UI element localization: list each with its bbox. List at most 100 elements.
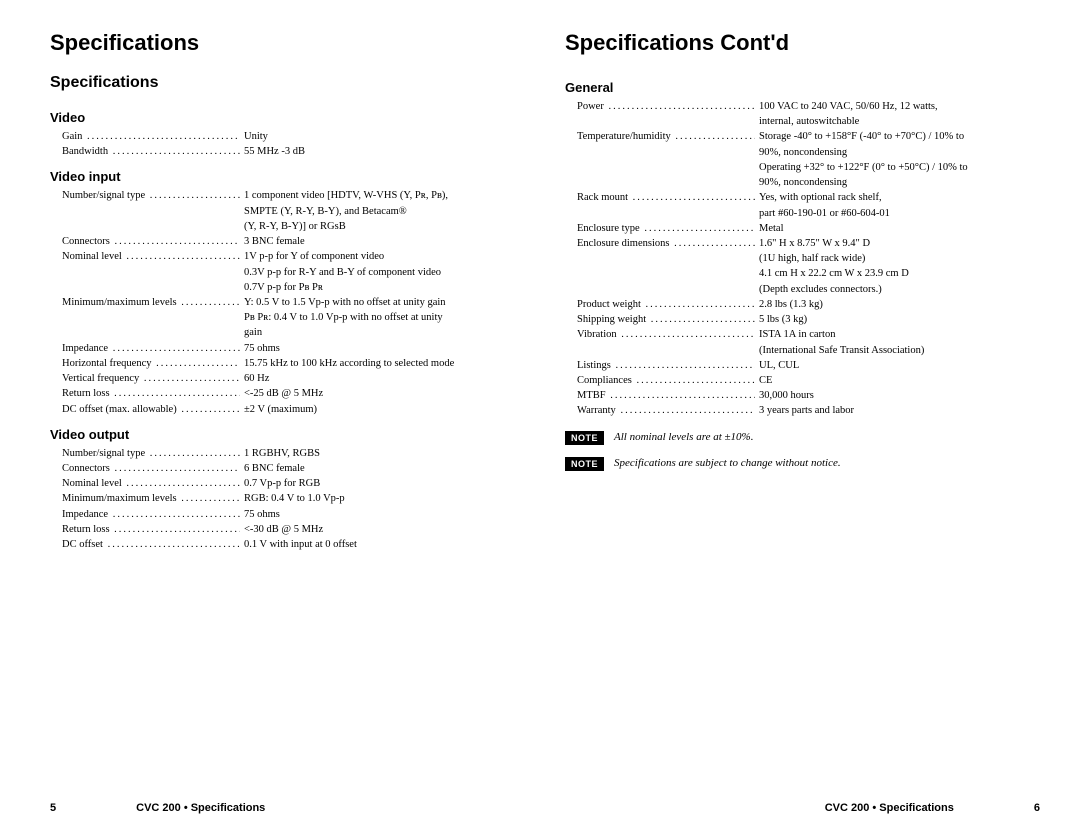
spec-label: DC offset — [62, 537, 240, 552]
spec-row: Enclosure typeMetal — [577, 221, 1040, 236]
spec-value-continuation: (International Safe Transit Association) — [759, 343, 1040, 358]
spec-value: 1V p-p for Y of component video — [240, 249, 525, 264]
spec-label: Shipping weight — [577, 312, 755, 327]
spec-row: Impedance75 ohms — [62, 341, 525, 356]
spec-row: Return loss<-30 dB @ 5 MHz — [62, 522, 525, 537]
spec-label: Warranty — [577, 403, 755, 418]
right-page: Specifications Cont'd GeneralPower100 VA… — [545, 30, 1060, 814]
spec-value-continuation: (Depth excludes connectors.) — [759, 282, 1040, 297]
spec-row: VibrationISTA 1A in carton — [577, 327, 1040, 342]
spec-label: Bandwidth — [62, 144, 240, 159]
spec-row: Number/signal type1 RGBHV, RGBS — [62, 446, 525, 461]
spec-label: DC offset (max. allowable) — [62, 402, 240, 417]
spec-row: Nominal level0.7 Vp-p for RGB — [62, 476, 525, 491]
spec-value: 75 ohms — [240, 507, 525, 522]
spec-label: Temperature/humidity — [577, 129, 755, 144]
spec-label: Power — [577, 99, 755, 114]
spec-label: Impedance — [62, 341, 240, 356]
spec-value: 0.7 Vp-p for RGB — [240, 476, 525, 491]
spec-value: 60 Hz — [240, 371, 525, 386]
note-row: NOTE All nominal levels are at ±10%. — [565, 431, 1040, 445]
spec-value: 1 RGBHV, RGBS — [240, 446, 525, 461]
spec-row: Impedance75 ohms — [62, 507, 525, 522]
spec-label: Return loss — [62, 386, 240, 401]
page-title-right: Specifications Cont'd — [565, 30, 1040, 56]
spec-label: Connectors — [62, 234, 240, 249]
spec-label: Enclosure type — [577, 221, 755, 236]
spec-label: Connectors — [62, 461, 240, 476]
spec-row: Rack mountYes, with optional rack shelf, — [577, 190, 1040, 205]
spec-value: ±2 V (maximum) — [240, 402, 525, 417]
spec-row: Warranty3 years parts and labor — [577, 403, 1040, 418]
spec-value-continuation: internal, autoswitchable — [759, 114, 1040, 129]
spec-value-continuation: part #60-190-01 or #60-604-01 — [759, 206, 1040, 221]
spec-label: Number/signal type — [62, 446, 240, 461]
spec-row: Shipping weight5 lbs (3 kg) — [577, 312, 1040, 327]
spec-value: 3 years parts and labor — [755, 403, 1040, 418]
page-number-right: 6 — [1034, 802, 1040, 814]
subsection-title: Video output — [50, 427, 525, 442]
spec-label: Impedance — [62, 507, 240, 522]
spec-row: Return loss<-25 dB @ 5 MHz — [62, 386, 525, 401]
spec-label: Gain — [62, 129, 240, 144]
spec-value: 2.8 lbs (1.3 kg) — [755, 297, 1040, 312]
spec-row: Minimum/maximum levelsRGB: 0.4 V to 1.0 … — [62, 491, 525, 506]
spec-row: Connectors6 BNC female — [62, 461, 525, 476]
left-page: Specifications Specifications VideoGainU… — [30, 30, 545, 814]
spec-value-continuation: Operating +32° to +122°F (0° to +50°C) /… — [759, 160, 1040, 175]
spec-label: Minimum/maximum levels — [62, 295, 240, 310]
spec-value-continuation: 4.1 cm H x 22.2 cm W x 23.9 cm D — [759, 266, 1040, 281]
page-title-left: Specifications — [50, 30, 525, 56]
spec-value: 100 VAC to 240 VAC, 50/60 Hz, 12 watts, — [755, 99, 1040, 114]
spec-row: ListingsUL, CUL — [577, 358, 1040, 373]
spec-label: Horizontal frequency — [62, 356, 240, 371]
spec-value-continuation: gain — [244, 325, 525, 340]
note-badge: NOTE — [565, 431, 604, 445]
spec-row: CompliancesCE — [577, 373, 1040, 388]
note-badge: NOTE — [565, 457, 604, 471]
spec-label: Nominal level — [62, 476, 240, 491]
spec-row: Power100 VAC to 240 VAC, 50/60 Hz, 12 wa… — [577, 99, 1040, 114]
spec-row: Enclosure dimensions1.6" H x 8.75" W x 9… — [577, 236, 1040, 251]
spec-value: RGB: 0.4 V to 1.0 Vp-p — [240, 491, 525, 506]
spec-row: MTBF30,000 hours — [577, 388, 1040, 403]
spec-value: <-30 dB @ 5 MHz — [240, 522, 525, 537]
footer-left: 5 CVC 200 • Specifications — [50, 802, 525, 814]
spec-value: 0.1 V with input at 0 offset — [240, 537, 525, 552]
spec-label: Rack mount — [577, 190, 755, 205]
footer-text-right: CVC 200 • Specifications — [825, 802, 954, 814]
spec-value: Unity — [240, 129, 525, 144]
spec-value-continuation: 0.7V p-p for Pʙ Pʀ — [244, 280, 525, 295]
spec-value: 6 BNC female — [240, 461, 525, 476]
spec-value: UL, CUL — [755, 358, 1040, 373]
spec-value-continuation: (1U high, half rack wide) — [759, 251, 1040, 266]
left-sections-container: VideoGainUnityBandwidth55 MHz -3 dBVideo… — [50, 100, 525, 552]
spec-label: Product weight — [577, 297, 755, 312]
spec-value: Y: 0.5 V to 1.5 Vp-p with no offset at u… — [240, 295, 525, 310]
spec-label: Vibration — [577, 327, 755, 342]
spec-label: Number/signal type — [62, 188, 240, 203]
spec-value-continuation: 90%, noncondensing — [759, 145, 1040, 160]
spec-value: 15.75 kHz to 100 kHz according to select… — [240, 356, 525, 371]
spec-label: Vertical frequency — [62, 371, 240, 386]
spec-row: Product weight2.8 lbs (1.3 kg) — [577, 297, 1040, 312]
spec-value: Yes, with optional rack shelf, — [755, 190, 1040, 205]
spec-row: DC offset0.1 V with input at 0 offset — [62, 537, 525, 552]
spec-row: Horizontal frequency15.75 kHz to 100 kHz… — [62, 356, 525, 371]
spec-value: Metal — [755, 221, 1040, 236]
spec-row: Connectors3 BNC female — [62, 234, 525, 249]
spec-row: DC offset (max. allowable)±2 V (maximum) — [62, 402, 525, 417]
note-text: All nominal levels are at ±10%. — [614, 431, 753, 443]
subsection-title: Video — [50, 110, 525, 125]
spec-row: Minimum/maximum levelsY: 0.5 V to 1.5 Vp… — [62, 295, 525, 310]
spec-label: Minimum/maximum levels — [62, 491, 240, 506]
spec-label: Nominal level — [62, 249, 240, 264]
spec-row: Temperature/humidityStorage -40° to +158… — [577, 129, 1040, 144]
spec-row: Vertical frequency60 Hz — [62, 371, 525, 386]
footer-right: CVC 200 • Specifications 6 — [565, 802, 1040, 814]
spec-label: Enclosure dimensions — [577, 236, 755, 251]
spec-value: 30,000 hours — [755, 388, 1040, 403]
spec-label: Return loss — [62, 522, 240, 537]
spec-value-continuation: SMPTE (Y, R-Y, B-Y), and Betacam® — [244, 204, 525, 219]
footer-text-left: CVC 200 • Specifications — [136, 802, 265, 814]
